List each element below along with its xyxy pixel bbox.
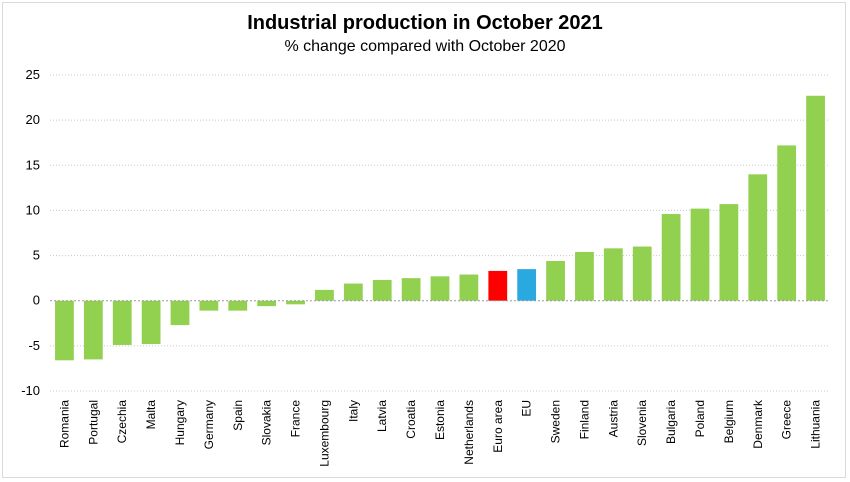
bar — [315, 289, 334, 301]
bar — [199, 300, 219, 311]
chart-subtitle: % change compared with October 2020 — [284, 38, 566, 55]
bar — [55, 300, 74, 361]
x-tick-label: Romania — [57, 400, 71, 448]
x-tick-label: Belgium — [722, 400, 736, 443]
x-tick-label: Slovenia — [635, 400, 649, 446]
bar — [112, 300, 132, 345]
bar — [286, 300, 305, 305]
bar — [488, 270, 508, 301]
bar — [228, 300, 248, 311]
bar — [632, 246, 652, 301]
bars — [55, 95, 825, 361]
gridlines — [50, 74, 830, 392]
x-tick-label: Germany — [202, 400, 216, 449]
bar — [546, 260, 565, 301]
x-tick-label: Bulgaria — [664, 400, 678, 444]
x-tick-label: Latvia — [375, 400, 389, 432]
x-tick-label: Hungary — [173, 400, 187, 445]
x-axis-labels: Romania Portugal Czechia Malta Hungary German… — [57, 399, 822, 467]
bar — [170, 300, 190, 326]
x-tick-label: Croatia — [404, 400, 418, 439]
x-tick-label: Spain — [231, 400, 245, 431]
x-tick-label: Luxembourg — [317, 400, 331, 467]
x-tick-label: Estonia — [433, 400, 447, 440]
bar — [517, 269, 537, 301]
y-tick-label: -5 — [28, 338, 40, 353]
bar — [777, 145, 797, 301]
bar — [603, 248, 623, 301]
y-tick-label: 20 — [26, 112, 40, 127]
bar — [806, 95, 825, 301]
x-tick-label: Lithuania — [809, 400, 823, 449]
x-tick-label: Denmark — [751, 399, 765, 449]
x-tick-label: Austria — [606, 400, 620, 438]
x-tick-label: Sweden — [549, 400, 563, 443]
x-tick-label: Greece — [780, 400, 794, 440]
bar — [141, 300, 161, 345]
y-tick-label: 5 — [33, 248, 40, 263]
chart-title: Industrial production in October 2021 — [247, 12, 603, 34]
x-tick-label: Poland — [693, 400, 707, 437]
x-tick-label: Finland — [577, 400, 591, 439]
x-tick-label: France — [289, 400, 303, 438]
x-tick-label: Netherlands — [462, 400, 476, 465]
x-tick-label: Euro area — [491, 400, 505, 453]
bar — [430, 276, 450, 301]
bar — [748, 174, 768, 301]
bar — [459, 274, 479, 301]
bar — [661, 214, 681, 301]
x-tick-label: Slovakia — [260, 400, 274, 446]
y-axis: -10 -5 0 5 10 15 20 25 — [21, 67, 40, 398]
x-tick-label: Malta — [144, 400, 158, 430]
x-tick-label: Italy — [346, 400, 360, 422]
y-tick-label: 15 — [26, 157, 40, 172]
bar — [575, 251, 594, 301]
y-tick-label: -10 — [21, 383, 40, 398]
bar — [401, 278, 421, 301]
y-tick-label: 10 — [26, 202, 40, 217]
bar — [372, 279, 392, 301]
x-tick-label: Portugal — [86, 400, 100, 445]
bar — [257, 300, 277, 307]
y-tick-label: 0 — [33, 293, 40, 308]
bar — [343, 283, 363, 301]
x-tick-label: Czechia — [115, 400, 129, 444]
bar — [719, 204, 739, 301]
y-tick-label: 25 — [26, 67, 40, 82]
bar — [83, 300, 103, 360]
bar — [690, 208, 710, 301]
x-tick-label: EU — [520, 400, 534, 417]
